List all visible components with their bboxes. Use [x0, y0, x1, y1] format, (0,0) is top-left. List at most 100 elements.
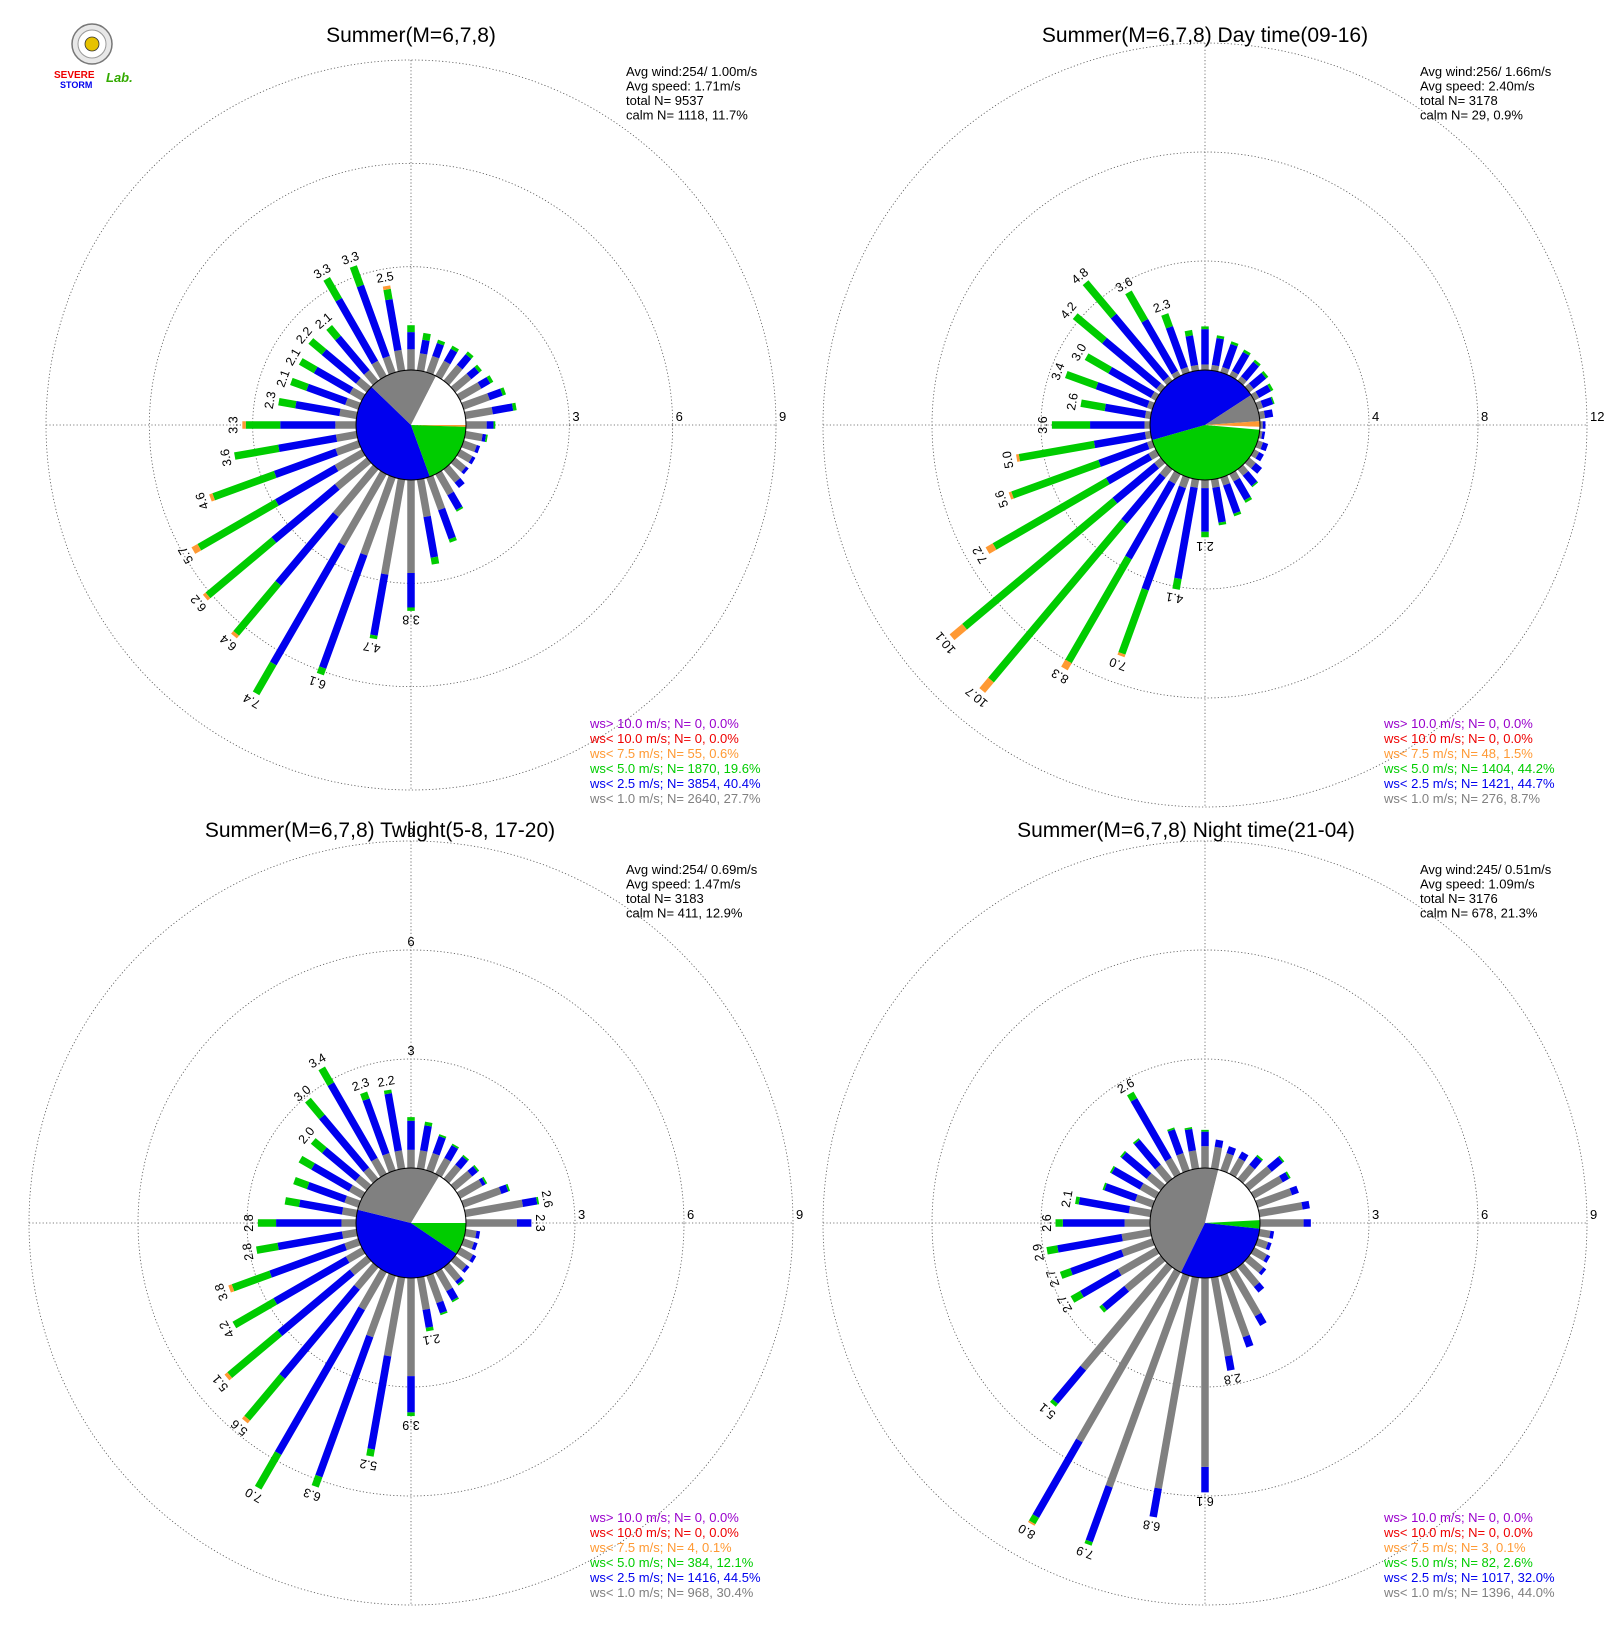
bar-70-seg-lt1: [1255, 400, 1264, 410]
bar-30-seg-lt1: [435, 1157, 451, 1178]
bar-160-seg-lt1: [426, 1273, 444, 1304]
bar-dir-70: [1255, 396, 1275, 410]
bar-280-seg-lt1: [339, 408, 358, 420]
legend-lt7_5: ws< 7.5 m/s; N= 55, 0.6%: [589, 746, 739, 761]
bar-60-seg-lt5: [486, 375, 494, 384]
bar-dir-90: 2.3: [466, 1214, 547, 1232]
bar-dir-270: 3.3: [227, 416, 356, 434]
bar-190-seg-lt2_5: [1149, 1487, 1162, 1518]
bar-label-250: 3.8: [212, 1281, 231, 1302]
bar-280-seg-lt5: [284, 1197, 301, 1208]
bar-dir-210: 8.3: [1049, 470, 1181, 686]
bar-290-seg-lt1: [345, 397, 361, 410]
bar-150-seg-lt2_5: [446, 1287, 459, 1301]
bar-320-seg-lt1: [363, 1167, 379, 1184]
bar-label-170: 2.8: [1223, 1370, 1243, 1387]
bar-290-seg-lt2_5: [306, 1182, 347, 1203]
bar-230-seg-lt5: [205, 537, 277, 599]
bar-dir-260: 3.6: [218, 430, 358, 467]
stat-line-4: calm N= 411, 12.9%: [626, 906, 743, 921]
bar-dir-290: 3.4: [1049, 361, 1155, 410]
bar-200-seg-lt5: [316, 666, 327, 676]
bar-240-seg-lt2_5: [1105, 453, 1153, 485]
bar-200-seg-lt1: [360, 475, 396, 556]
bar-label-260: 5.0: [1000, 450, 1017, 470]
pie-slice-lt5: [411, 1223, 466, 1254]
bar-200-seg-lt1: [1105, 1273, 1190, 1488]
bar-50-seg-lt2_5: [466, 366, 480, 380]
bar-170-seg-lt2_5: [1212, 486, 1226, 523]
bar-250-seg-lt2_5: [273, 448, 338, 478]
bar-260-seg-lt5: [1046, 1245, 1059, 1255]
bar-dir-180: 3.8: [402, 480, 420, 627]
bar-140-seg-lt5: [1251, 481, 1259, 488]
legend-lt1: ws< 1.0 m/s; N= 276, 8.7%: [1383, 791, 1541, 806]
bar-dir-140: [1237, 464, 1259, 488]
bar-330-seg-lt5: [1127, 1091, 1138, 1102]
bar-50-seg-lt1: [450, 373, 472, 393]
bar-230-seg-lt2_5: [271, 484, 340, 543]
stat-line-1: Avg wind:254/ 0.69m/s: [626, 862, 758, 877]
bar-dir-40: [443, 351, 474, 386]
legend-lt7_5: ws< 7.5 m/s; N= 48, 1.5%: [1383, 746, 1533, 761]
bar-dir-310: [1120, 1150, 1166, 1191]
bar-210-seg-lt1: [1076, 1268, 1181, 1443]
bar-dir-100: [464, 430, 488, 443]
bar-dir-280: 2.6: [1064, 392, 1152, 420]
legend-gt10: ws> 10.0 m/s; N= 0, 0.0%: [589, 716, 739, 731]
legend-lt2_5: ws< 2.5 m/s; N= 1421, 44.7%: [1383, 776, 1555, 791]
bar-310-seg-lt2_5: [321, 1147, 361, 1182]
bar-30-seg-lt2_5: [444, 1145, 459, 1162]
bar-140-seg-lt1: [443, 464, 461, 483]
ring-label-9: 9: [796, 1207, 803, 1222]
pie-slice-calm: [1205, 1169, 1260, 1223]
bar-label-270: 2.8: [242, 1214, 256, 1231]
ring-label-v-9: 9: [407, 825, 414, 840]
bar-240-seg-lt1: [1148, 449, 1160, 460]
bar-dir-20: [1220, 1146, 1237, 1173]
bar-label-170: 2.1: [422, 1331, 442, 1348]
bar-230-seg-lt5: [1099, 1304, 1107, 1313]
bar-dir-320: [1132, 1138, 1173, 1184]
bar-310-seg-lt2_5: [1102, 337, 1162, 390]
bar-250-seg-lt5: [212, 470, 277, 501]
bar-50-seg-lt2_5: [1266, 1156, 1283, 1172]
bar-290-seg-lt5: [1102, 1182, 1107, 1191]
bar-50-seg-lt1: [1244, 1166, 1272, 1191]
bar-60-seg-lt2_5: [478, 1177, 486, 1187]
bar-110-seg-lt2_5: [1265, 1242, 1272, 1251]
bar-310-seg-lt5: [310, 1138, 327, 1154]
bar-label-180: 3.8: [402, 613, 419, 627]
bar-dir-180: 6.1: [1196, 1278, 1214, 1508]
direction-bars: 3.84.76.17.46.46.25.74.63.63.32.32.12.12…: [175, 249, 517, 711]
bar-220-seg-lt7_5: [241, 1415, 251, 1424]
bar-300-seg-lt1: [1139, 1183, 1160, 1199]
bar-10-seg-lt1: [1210, 1146, 1223, 1170]
bar-250-seg-lt2_5: [269, 1243, 347, 1278]
bar-20-seg-lt1: [426, 355, 440, 375]
bar-190-seg-lt5: [366, 1448, 375, 1457]
bar-170-seg-lt1: [416, 1276, 430, 1311]
bar-dir-160: [1220, 1273, 1254, 1348]
stat-line-3: total N= 3176: [1420, 891, 1498, 906]
bar-230-seg-lt2_5: [277, 1269, 355, 1336]
bar-dir-20: [1220, 341, 1239, 375]
bar-210-seg-lt1: [358, 1268, 387, 1311]
bar-60-seg-lt1: [456, 382, 482, 401]
bar-dir-330: 3.3: [311, 261, 387, 380]
bar-350-seg-lt5: [383, 1089, 392, 1095]
legend-lt10: ws< 10.0 m/s; N= 0, 0.0%: [589, 1525, 739, 1540]
bar-40-seg-lt1: [443, 1164, 461, 1184]
bar-200-seg-lt2_5: [1085, 1485, 1113, 1543]
bar-290-seg-lt1: [1134, 1194, 1155, 1208]
bar-dir-40: [443, 1154, 470, 1184]
bar-210-seg-lt5: [254, 1451, 282, 1490]
bar-dir-350: 2.2: [376, 1073, 406, 1170]
bar-dir-340: 3.3: [340, 249, 396, 375]
stat-line-2: Avg speed: 2.40m/s: [1420, 79, 1535, 94]
bar-20-seg-lt2_5: [432, 1135, 446, 1156]
bar-50-seg-lt5: [472, 1164, 480, 1172]
bar-20-seg-lt1: [426, 1152, 440, 1173]
bar-350-seg-lt1: [394, 1150, 406, 1170]
bar-dir-250: 3.8: [212, 1238, 361, 1303]
